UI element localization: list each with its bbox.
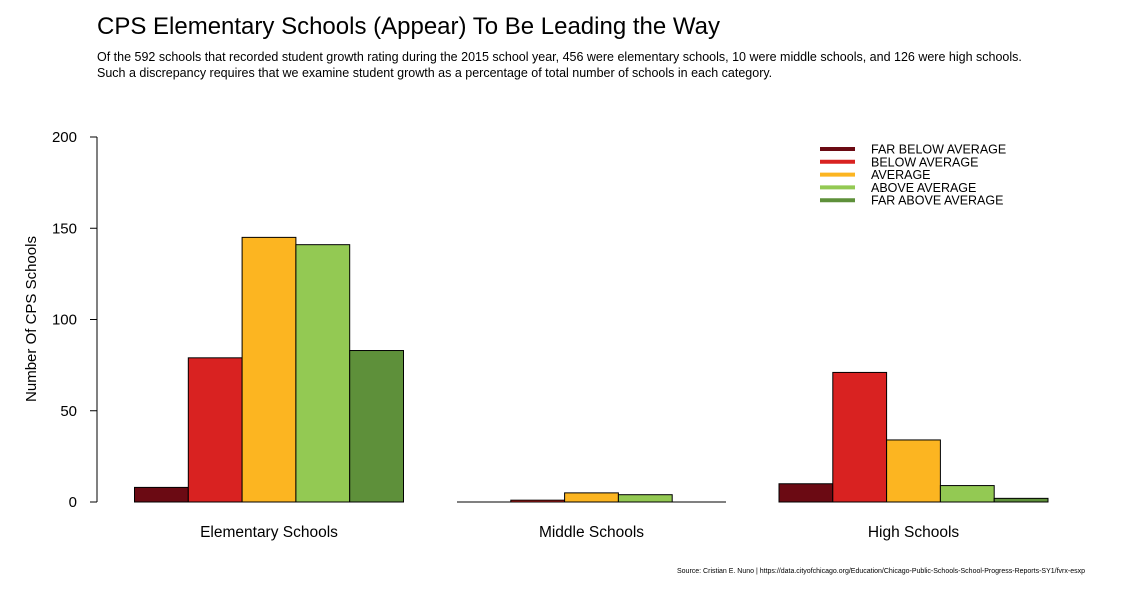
bar [241,236,297,503]
bar [349,350,405,503]
chart-title: CPS Elementary Schools (Appear) To Be Le… [97,13,720,40]
legend-label: FAR ABOVE AVERAGE [871,194,1003,208]
legend-label: FAR BELOW AVERAGE [871,143,1006,157]
x-category-label: Elementary Schools [200,524,338,541]
y-tick-label: 200 [52,129,77,146]
bar [134,486,189,503]
x-category-label: High Schools [868,524,960,541]
bar [564,492,619,503]
bar [939,485,995,503]
bar [295,244,351,503]
source-note: Source: Cristian E. Nuno | https://data.… [676,568,1085,575]
y-tick-label: 50 [60,403,77,420]
bar [617,494,673,503]
subtitle-line-1: Of the 592 schools that recorded student… [97,50,1022,64]
bar [832,371,888,503]
bar [993,497,1049,503]
legend-label: BELOW AVERAGE [871,155,978,169]
y-tick-label: 150 [52,220,77,237]
legend-label: ABOVE AVERAGE [871,181,976,195]
y-tick-label: 0 [69,494,77,511]
bar [778,483,834,503]
x-category-label: Middle Schools [539,524,644,541]
y-tick-label: 100 [52,312,77,329]
chart-subtitle: Of the 592 schools that recorded student… [97,49,1022,81]
legend-label: AVERAGE [871,168,931,182]
bar [886,439,941,503]
y-axis-label: Number Of CPS Schools [23,236,40,402]
bar [187,357,243,503]
subtitle-line-2: Such a discrepancy requires that we exam… [97,66,773,80]
